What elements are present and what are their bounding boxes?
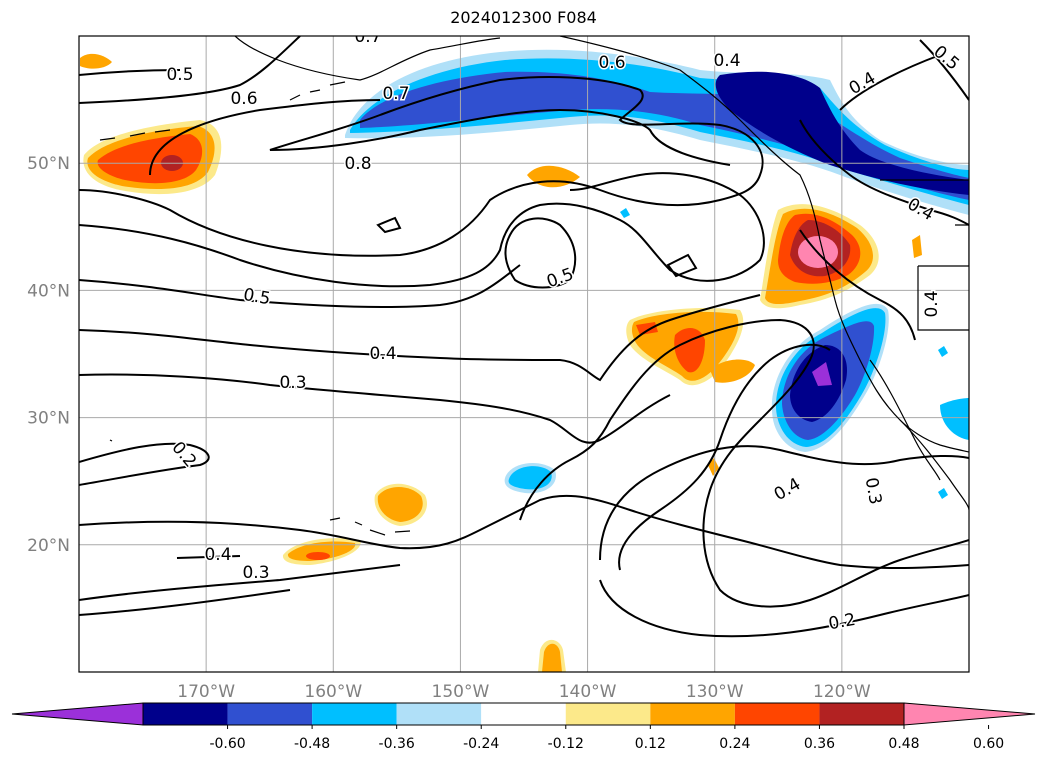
colorbar-label: -0.24 <box>463 736 499 752</box>
lat-tick-label: 40°N <box>27 281 70 301</box>
colorbar-swatch <box>481 703 566 725</box>
colorbar-label: 0.24 <box>719 736 750 752</box>
lon-tick-label: 140°W <box>559 682 617 702</box>
lon-tick-label: 160°W <box>304 682 362 702</box>
colorbar-swatch <box>650 703 735 725</box>
colorbar-label: 0.36 <box>804 736 835 752</box>
map-title: 2024012300 F084 <box>450 8 597 27</box>
colorbar-label: 0.48 <box>888 736 919 752</box>
colorbar-label: -0.36 <box>379 736 415 752</box>
colorbar-extend-low <box>11 702 144 726</box>
lon-tick-label: 150°W <box>432 682 490 702</box>
colorbar-swatch <box>143 703 228 725</box>
lon-tick-label: 130°W <box>686 682 744 702</box>
colorbar-label: 0.60 <box>973 736 1004 752</box>
contour-label: 0.3 <box>861 476 885 506</box>
contour-label: 0.7 <box>382 84 409 104</box>
colorbar: -0.60 -0.48 -0.36 -0.24 -0.12 0.12 0.24 0.36 0.4… <box>11 702 1036 752</box>
plot-area: 0.70.50.6 0.70.6 0.40.40.50.80.40.50.5 0.40… <box>79 27 969 672</box>
colorbar-swatch <box>396 703 482 725</box>
contour-label: 0.6 <box>598 53 625 73</box>
lat-tick-label: 30°N <box>27 409 70 429</box>
colorbar-label: -0.60 <box>209 736 245 752</box>
contour-label: 0.3 <box>242 563 269 583</box>
colorbar-swatch <box>312 703 397 725</box>
coastlines <box>99 36 969 536</box>
contour-lines <box>79 36 969 638</box>
contour-label: 0.4 <box>369 344 396 364</box>
colorbar-label: -0.12 <box>548 736 584 752</box>
colorbar-extend-high <box>903 702 1036 726</box>
plot-frame <box>78 35 970 673</box>
colorbar-frame <box>142 702 905 726</box>
contour-label: 0.4 <box>922 290 942 317</box>
colorbar-swatch <box>227 703 313 725</box>
colorbar-swatch <box>819 703 904 725</box>
contour-label: 0.6 <box>230 89 257 109</box>
contour-label: 0.7 <box>354 27 381 47</box>
contour-label: 0.3 <box>279 373 306 393</box>
contour-label: 0.4 <box>713 51 740 71</box>
latitude-labels: 50°N 40°N 30°N 20°N <box>27 154 70 556</box>
contour-label: 0.5 <box>166 65 193 85</box>
shaded-anomaly-field <box>80 49 969 672</box>
lat-tick-label: 50°N <box>27 154 70 174</box>
lat-tick-label: 20°N <box>27 536 70 556</box>
contour-label: 0.8 <box>344 154 371 174</box>
longitude-labels: 170°W 160°W 150°W 140°W 130°W 120°W <box>177 682 871 702</box>
lon-tick-label: 170°W <box>177 682 235 702</box>
contour-label: 0.4 <box>204 545 231 565</box>
colorbar-swatch <box>734 703 820 725</box>
colorbar-label: 0.12 <box>635 736 666 752</box>
lon-tick-label: 120°W <box>813 682 871 702</box>
gridlines <box>79 36 969 672</box>
colorbar-swatch <box>565 703 651 725</box>
colorbar-label: -0.48 <box>294 736 330 752</box>
